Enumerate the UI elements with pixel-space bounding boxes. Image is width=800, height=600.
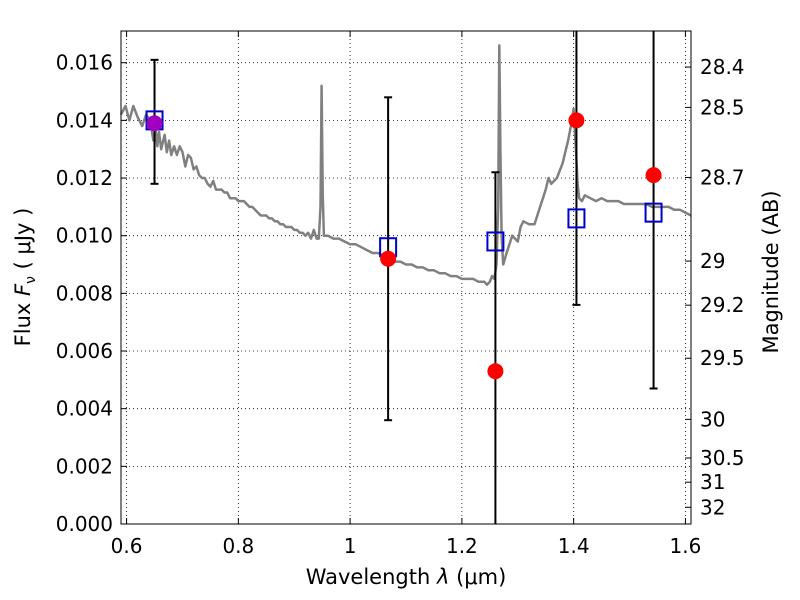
y-axis-label: Flux Fν ( μJy ) — [11, 208, 39, 347]
y-tick-label: 0.004 — [56, 397, 113, 421]
x-tick-label: 1.6 — [670, 534, 702, 558]
y2-tick-label: 30.5 — [700, 446, 745, 470]
y2-tick-label: 31 — [700, 470, 725, 494]
observed-point-marker — [487, 363, 504, 380]
y-tick-label: 0.010 — [56, 224, 113, 248]
y2-tick-label: 30 — [700, 407, 725, 431]
y-tick-label: 0.006 — [56, 339, 113, 363]
y2-tick-label: 28.5 — [700, 95, 745, 119]
plot-frame — [120, 30, 692, 525]
observed-point-marker — [146, 115, 163, 132]
axis-ticks: 0.6 0.8 1 1.2 1.4 1.6 0.000 0.002 0.004 0.006 0.00… — [56, 31, 745, 558]
model-square-marker — [486, 231, 505, 252]
markers — [145, 110, 663, 380]
model-square-marker — [644, 202, 663, 223]
y2-tick-label: 28.7 — [700, 165, 745, 189]
x-tick-label: 1 — [344, 534, 357, 558]
errorbars — [150, 31, 658, 524]
y-tick-label: 0.000 — [56, 512, 113, 536]
x-axis-label: Wavelength λ (μm) — [306, 565, 507, 589]
y2-tick-label: 29 — [700, 249, 725, 273]
y-tick-label: 0.002 — [56, 454, 113, 478]
y2-tick-label: 29.2 — [700, 293, 745, 317]
observed-point-marker — [380, 250, 397, 267]
y-tick-label: 0.008 — [56, 281, 113, 305]
model-square-marker — [567, 208, 586, 229]
observed-point-marker — [645, 167, 662, 184]
y2-tick-label: 32 — [700, 495, 725, 519]
x-tick-label: 1.4 — [558, 534, 590, 558]
y-tick-label: 0.012 — [56, 166, 113, 190]
x-tick-label: 1.2 — [446, 534, 478, 558]
y-tick-label: 0.016 — [56, 51, 113, 75]
observed-point-marker — [568, 112, 585, 129]
spectrum-series — [119, 44, 692, 286]
y-tick-label: 0.014 — [56, 108, 113, 132]
x-tick-label: 0.6 — [111, 534, 143, 558]
y2-tick-label: 29.5 — [700, 346, 745, 370]
spectrum-line — [119, 44, 692, 286]
y2-axis-label: Magnitude (AB) — [759, 190, 783, 353]
y2-tick-label: 28.4 — [700, 55, 745, 79]
grid — [121, 31, 691, 525]
x-tick-label: 0.8 — [222, 534, 254, 558]
